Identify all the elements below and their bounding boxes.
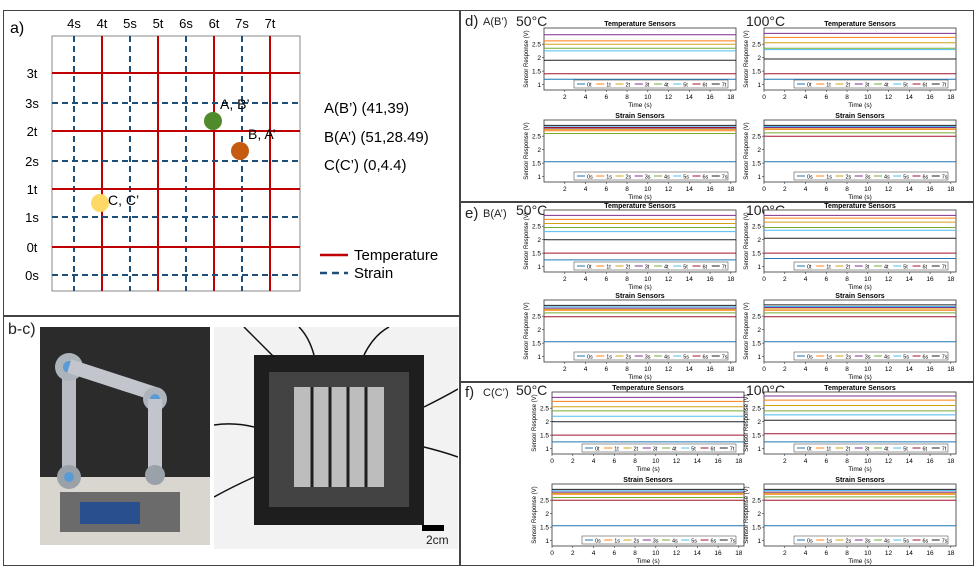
grid-left-label: 3s: [25, 96, 39, 111]
grid-sensor-point: [231, 142, 249, 160]
row-f-sublabel: C(C’): [483, 387, 509, 399]
grid-left-label: 0t: [27, 240, 38, 255]
grid-top-label: 4t: [97, 16, 108, 31]
grid-left-label: 2t: [27, 124, 38, 139]
legend-strain-label: Strain: [354, 265, 393, 282]
grid-point-label: B, A’: [248, 126, 276, 142]
grid-top-label: 4s: [67, 16, 81, 31]
panel-bc-label: b-c): [8, 321, 36, 338]
panel-a-label: a): [10, 20, 24, 37]
grid-top-label: 5s: [123, 16, 137, 31]
panel-f: [460, 382, 974, 566]
row-e-label: e): [465, 205, 479, 222]
coord-a: A(B’) (41,39): [324, 100, 409, 117]
coord-b: B(A’) (51,28.49): [324, 129, 429, 146]
row-e-sublabel: B(A’): [483, 208, 507, 220]
grid-top-label: 7t: [265, 16, 276, 31]
grid-left-label: 1t: [27, 182, 38, 197]
grid-point-label: A, B’: [220, 96, 250, 112]
sensor-grid-diagram: a) 4s 4t 5s 5t 6s 6t 7s 7t 3t 3s 2t 2s 1t 1s 0t 0s A, …: [10, 16, 438, 292]
grid-point-label: C, C’: [108, 192, 139, 208]
row-d-temp-50: 50°C: [516, 13, 548, 29]
panel-bc: b-c): [3, 316, 460, 566]
row-d-label: d): [465, 13, 479, 30]
grid-left-label: 3t: [27, 66, 38, 81]
grid-top-label: 5t: [153, 16, 164, 31]
coord-c: C(C’) (0,4.4): [324, 157, 407, 174]
scale-bar-label: 2cm: [426, 533, 449, 547]
row-e-temp-50: 50°C: [516, 202, 548, 218]
grid-top-label: 7s: [235, 16, 249, 31]
grid-top-label: 6s: [179, 16, 193, 31]
row-d-temp-100: 100°C: [746, 13, 786, 29]
row-f-label: f): [465, 384, 475, 401]
panel-e: [460, 202, 974, 382]
grid-top-label: 6t: [209, 16, 220, 31]
sensor-array-photo: [214, 327, 458, 549]
row-f-temp-100: 100°C: [746, 382, 786, 398]
row-e-temp-100: 100°C: [746, 202, 786, 218]
grid-left-label: 0s: [25, 268, 39, 283]
grid-sensor-point: [204, 112, 222, 130]
robot-arm-photo: [40, 327, 210, 545]
row-d-sublabel: A(B’): [483, 16, 508, 28]
grid-left-label: 1s: [25, 210, 39, 225]
panel-a: a) 4s 4t 5s 5t 6s 6t 7s 7t 3t 3s 2t 2s 1t 1s 0t 0s A, …: [3, 10, 460, 316]
row-f-temp-50: 50°C: [516, 382, 548, 398]
legend-temperature-label: Temperature: [354, 247, 438, 264]
panel-d: [460, 10, 974, 202]
grid-left-label: 2s: [25, 154, 39, 169]
grid-sensor-point: [91, 194, 109, 212]
